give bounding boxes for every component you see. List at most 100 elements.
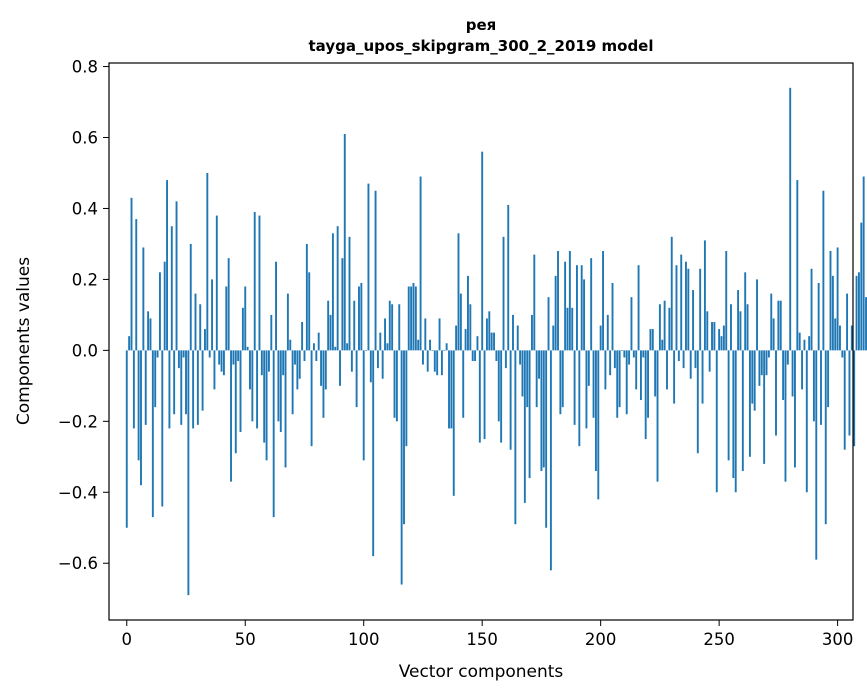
- bar-272: [770, 293, 773, 351]
- bar-276: [779, 300, 782, 351]
- bar-221: [649, 329, 652, 351]
- y-tick-label: −0.4: [58, 483, 98, 502]
- bar-254: [727, 350, 730, 461]
- bar-123: [417, 339, 420, 351]
- bar-177: [545, 350, 548, 528]
- bar-84: [324, 350, 327, 390]
- bar-96: [353, 300, 356, 351]
- bar-115: [398, 304, 401, 351]
- bar-141: [459, 293, 462, 351]
- bar-230: [670, 236, 673, 351]
- bar-191: [578, 350, 581, 447]
- bar-39: [218, 350, 221, 365]
- bar-7: [142, 247, 145, 351]
- bar-77: [308, 272, 311, 351]
- bar-46: [234, 350, 237, 454]
- bar-264: [751, 350, 754, 404]
- bar-49: [241, 307, 244, 351]
- bar-207: [616, 350, 619, 418]
- bar-54: [253, 212, 256, 351]
- chart-subtitle: tayga_upos_skipgram_300_2_2019 model: [309, 37, 654, 55]
- bar-110: [386, 343, 389, 351]
- bar-68: [286, 293, 289, 351]
- bar-262: [746, 304, 749, 351]
- bar-173: [535, 350, 538, 408]
- y-tick-label: −0.6: [58, 554, 98, 573]
- bar-47: [237, 350, 240, 362]
- bar-106: [376, 350, 379, 369]
- bar-198: [594, 350, 597, 471]
- bar-27: [189, 243, 192, 351]
- bar-129: [431, 350, 434, 351]
- bar-131: [436, 350, 439, 376]
- bar-75: [303, 350, 306, 362]
- bar-20: [173, 350, 176, 415]
- bar-300: [836, 247, 839, 351]
- bar-294: [822, 190, 825, 351]
- bar-201: [602, 251, 604, 351]
- bar-22: [177, 350, 180, 369]
- bar-167: [521, 350, 524, 397]
- bar-122: [414, 286, 417, 351]
- bar-21: [175, 201, 178, 351]
- bar-102: [367, 183, 370, 351]
- bar-157: [497, 350, 500, 422]
- bar-284: [798, 332, 801, 351]
- bar-312: [865, 297, 867, 351]
- bar-216: [637, 265, 640, 351]
- bar-194: [585, 350, 588, 429]
- bar-293: [820, 350, 822, 425]
- bar-133: [440, 350, 443, 376]
- bar-182: [557, 251, 559, 351]
- bar-100: [362, 350, 365, 461]
- bar-237: [687, 268, 690, 351]
- bar-104: [372, 350, 375, 557]
- bar-8: [144, 350, 147, 425]
- bar-285: [801, 350, 804, 390]
- bar-307: [853, 350, 856, 447]
- bar-192: [580, 265, 583, 351]
- bar-111: [388, 300, 391, 351]
- bar-267: [758, 350, 761, 386]
- bar-103: [369, 350, 372, 383]
- bar-202: [604, 350, 607, 390]
- bar-130: [433, 350, 436, 372]
- bar-107: [379, 332, 382, 351]
- bar-116: [400, 350, 403, 585]
- bar-290: [812, 350, 815, 422]
- bar-89: [336, 226, 339, 351]
- bar-302: [841, 350, 844, 358]
- bar-200: [599, 325, 602, 351]
- bar-13: [156, 350, 159, 358]
- bar-76: [305, 243, 308, 351]
- bar-292: [817, 282, 820, 351]
- y-tick-label: 0.8: [72, 58, 98, 77]
- y-tick-label: 0.4: [72, 199, 98, 218]
- bar-63: [275, 261, 277, 351]
- bar-90: [339, 350, 341, 386]
- bar-256: [732, 350, 735, 479]
- bar-212: [628, 350, 631, 365]
- bar-289: [810, 268, 813, 351]
- bar-280: [789, 87, 792, 351]
- bar-94: [348, 236, 351, 351]
- bar-0: [125, 350, 128, 528]
- bar-246: [708, 350, 711, 372]
- bar-30: [196, 350, 199, 425]
- bar-271: [767, 350, 770, 358]
- bar-169: [526, 350, 529, 408]
- bar-208: [618, 350, 621, 408]
- bar-296: [827, 350, 830, 408]
- bar-281: [791, 350, 794, 397]
- bar-179: [549, 350, 552, 571]
- bar-120: [410, 286, 413, 351]
- bar-247: [711, 321, 713, 351]
- bar-277: [782, 350, 785, 401]
- bar-25: [185, 350, 187, 415]
- x-tick-label: 150: [466, 630, 498, 649]
- bar-72: [296, 350, 299, 390]
- bar-263: [748, 350, 751, 457]
- bar-268: [760, 350, 763, 376]
- bar-45: [232, 350, 235, 365]
